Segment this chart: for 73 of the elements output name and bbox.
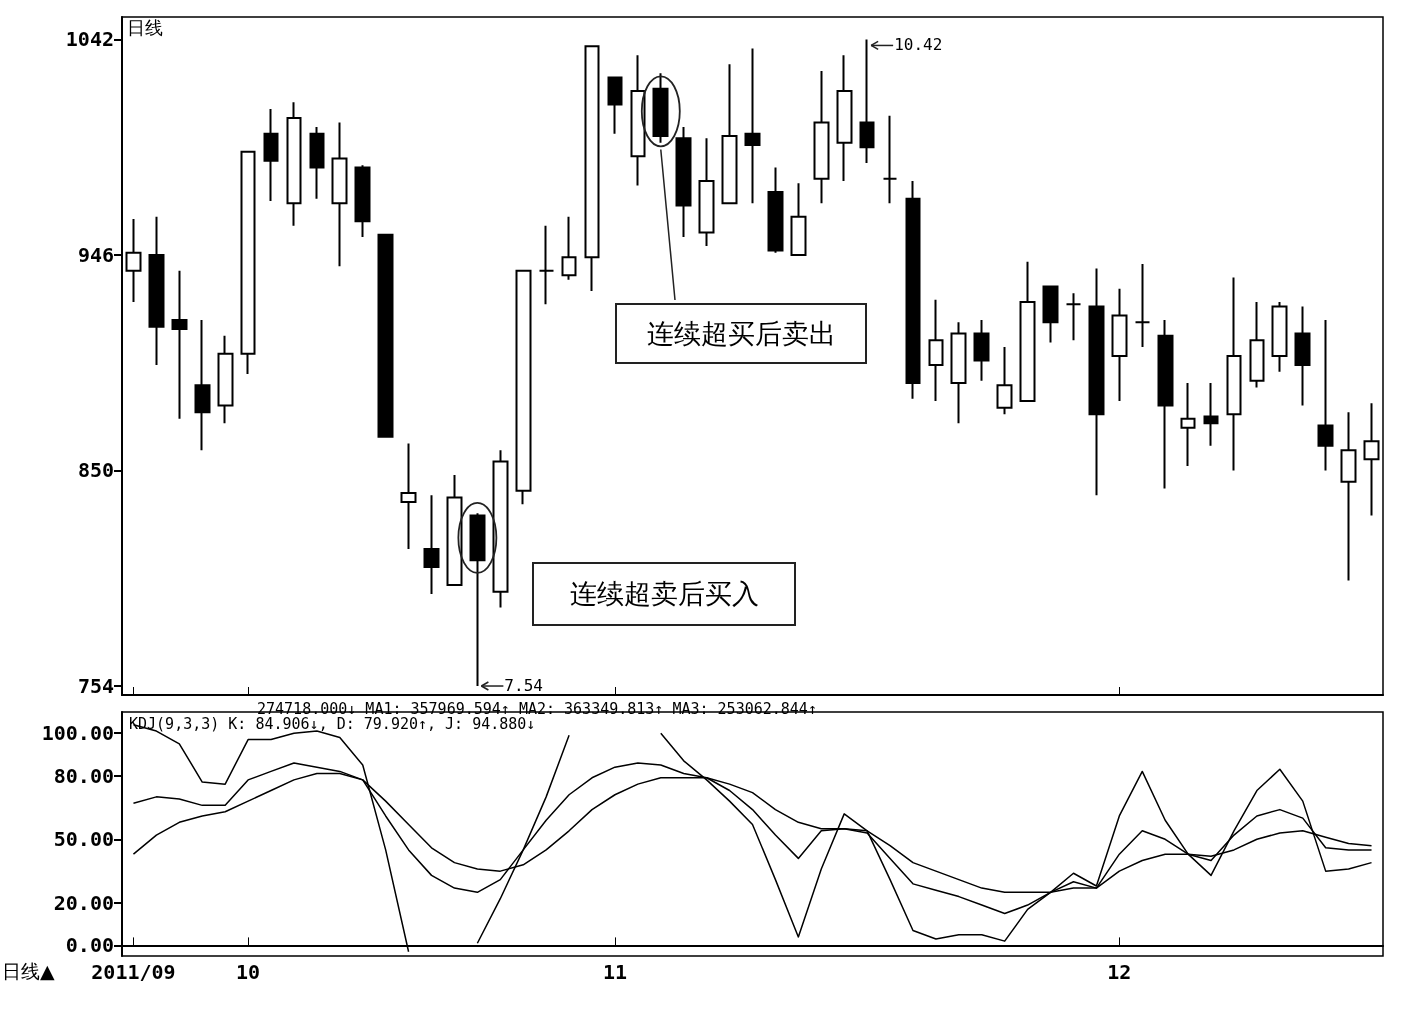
candlestick: [721, 63, 738, 205]
x-tick-label: 2011/09: [91, 960, 176, 984]
candlestick: [194, 319, 211, 452]
candlestick: [1271, 301, 1288, 373]
candlestick: [1249, 301, 1265, 389]
candlestick: [675, 126, 692, 239]
candlestick: [950, 321, 967, 425]
y-tick-label: 754: [77, 674, 114, 699]
candlestick: [630, 54, 646, 187]
chart-title: KDJ(9,3,3) K: 84.906↓, D: 79.920↑, J: 94.880↓: [129, 714, 536, 733]
candlestick: [1340, 411, 1357, 582]
candlestick: [354, 164, 371, 239]
x-tick-label: 10: [236, 960, 261, 984]
candlestick: [423, 494, 440, 595]
candlestick: [515, 269, 532, 506]
y-tick-label: 80.00: [53, 763, 114, 788]
candlestick: [148, 215, 165, 366]
candlestick: [698, 137, 715, 247]
candlestick: [905, 179, 921, 400]
x-tick-label: 11: [602, 960, 627, 984]
candlestick: [1317, 319, 1334, 472]
candlestick: [607, 76, 623, 135]
candlestick: [836, 54, 853, 182]
candlestick: [1226, 276, 1242, 472]
annotation: 连续超卖后买入: [532, 562, 796, 626]
candlestick: [790, 182, 807, 256]
y-tick-label: 1042: [65, 27, 114, 52]
candlestick: [263, 108, 279, 203]
y-tick-label: 0.00: [65, 933, 114, 958]
candlestick: [492, 449, 509, 609]
annotation: 连续超买后卖出: [615, 303, 867, 364]
y-tick-label: 50.00: [53, 827, 114, 852]
candlestick: [1180, 381, 1196, 468]
candlestick: [652, 72, 669, 144]
candlestick: [1042, 285, 1059, 344]
candlestick: [1157, 319, 1174, 490]
candlestick: [744, 47, 761, 205]
y-tick-label: 946: [77, 242, 114, 267]
candlestick: [561, 215, 577, 281]
candlestick: [996, 346, 1013, 416]
annotation: 7.54: [504, 676, 543, 696]
chart-title: 日线: [127, 18, 163, 38]
candlestick: [973, 319, 990, 382]
candlestick: [240, 150, 256, 375]
candlestick: [928, 298, 944, 402]
candlestick: [538, 224, 555, 306]
candlestick: [767, 166, 784, 254]
y-tick-label: 100.00: [41, 721, 114, 746]
y-tick-label: 850: [77, 458, 114, 483]
candlestick: [1088, 267, 1105, 497]
candlestick: [1065, 292, 1082, 342]
candlestick: [286, 101, 302, 227]
candlestick: [400, 442, 417, 551]
candlestick: [1019, 260, 1036, 402]
text: 日线▲: [2, 959, 55, 984]
candlestick: [882, 114, 898, 205]
y-tick-label: 20.00: [53, 890, 114, 915]
candlestick: [309, 126, 325, 200]
candlestick: [217, 334, 234, 425]
candlestick: [1203, 381, 1219, 447]
candlestick: [584, 45, 600, 292]
candlestick: [1363, 402, 1380, 517]
candlestick: [1134, 262, 1151, 349]
candlestick: [171, 269, 188, 420]
candlestick: [1294, 305, 1311, 407]
candlestick: [1111, 287, 1128, 402]
x-tick-label: 12: [1107, 960, 1132, 984]
candlestick: [377, 233, 394, 438]
annotation: 10.42: [894, 35, 943, 55]
candlestick: [446, 473, 463, 586]
candlestick: [331, 121, 348, 268]
candlestick: [125, 218, 142, 304]
candlestick: [813, 69, 830, 205]
